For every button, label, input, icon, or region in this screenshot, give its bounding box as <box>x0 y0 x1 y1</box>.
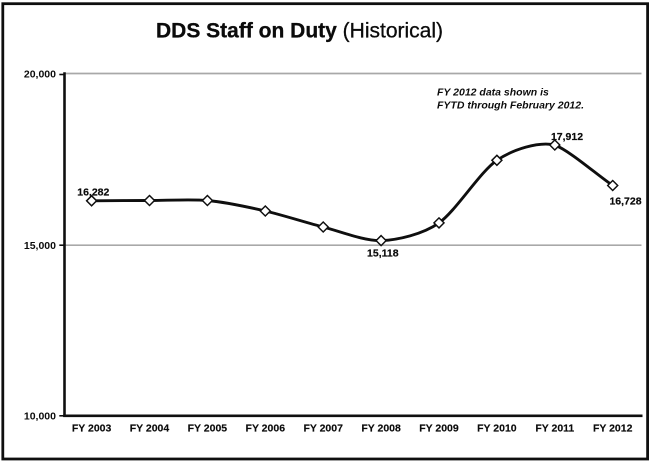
svg-text:20,000: 20,000 <box>24 69 56 81</box>
svg-text:FY 2009: FY 2009 <box>419 423 459 435</box>
svg-text:FYTD through February 2012.: FYTD through February 2012. <box>437 100 584 112</box>
svg-text:FY 2003: FY 2003 <box>72 423 112 435</box>
svg-text:FY 2008: FY 2008 <box>361 423 401 435</box>
svg-text:DDS Staff on Duty (Historical): DDS Staff on Duty (Historical) <box>156 20 443 43</box>
svg-text:10,000: 10,000 <box>24 411 56 423</box>
svg-text:FY 2006: FY 2006 <box>246 423 286 435</box>
svg-text:FY 2005: FY 2005 <box>188 423 228 435</box>
svg-text:FY 2010: FY 2010 <box>477 423 517 435</box>
svg-text:FY 2011: FY 2011 <box>535 423 574 435</box>
svg-text:FY 2007: FY 2007 <box>303 423 343 435</box>
svg-text:FY 2004: FY 2004 <box>130 423 170 435</box>
svg-text:15,000: 15,000 <box>24 240 56 252</box>
svg-text:17,912: 17,912 <box>551 131 583 143</box>
svg-text:16,728: 16,728 <box>609 196 641 208</box>
svg-text:16,282: 16,282 <box>77 186 109 198</box>
svg-text:FY 2012 data shown is: FY 2012 data shown is <box>437 87 549 99</box>
svg-text:15,118: 15,118 <box>367 247 399 259</box>
svg-text:FY 2012: FY 2012 <box>593 423 633 435</box>
